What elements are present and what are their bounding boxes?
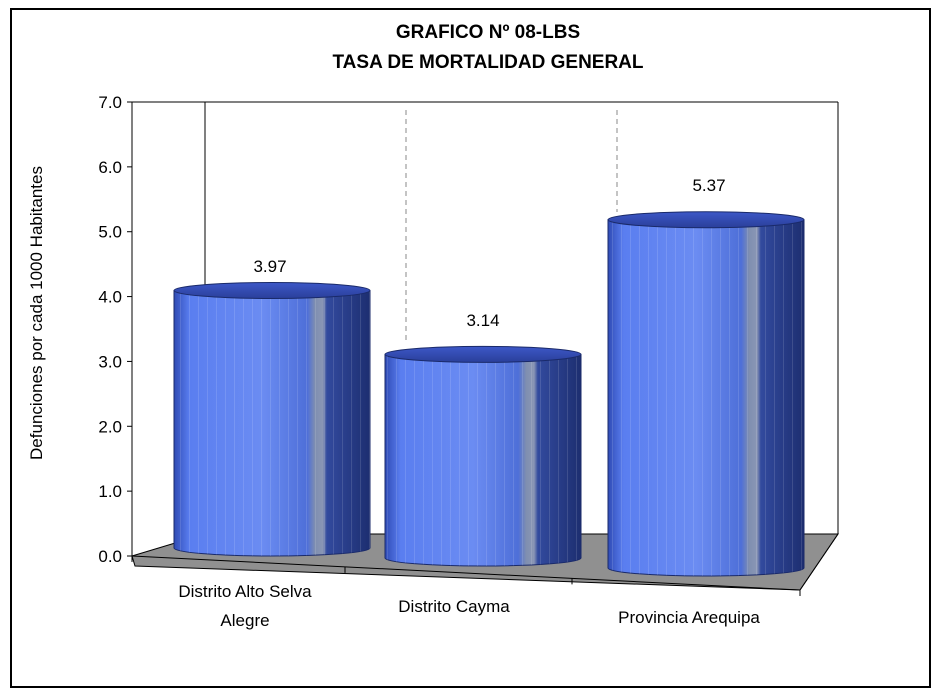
y-tick-label: 5.0 xyxy=(98,223,122,242)
bar-cylinder xyxy=(173,282,371,557)
x-category-label-line: Distrito Alto Selva xyxy=(178,582,312,601)
bar-top xyxy=(384,345,582,363)
x-category-label-line: Provincia Arequipa xyxy=(618,608,760,627)
x-category-label: Distrito Cayma xyxy=(398,597,510,616)
bar-top xyxy=(173,282,371,300)
y-tick-label: 6.0 xyxy=(98,158,122,177)
y-tick-label: 7.0 xyxy=(98,93,122,112)
x-category-label-line: Distrito Cayma xyxy=(398,597,510,616)
x-category-label: Provincia Arequipa xyxy=(618,608,760,627)
bar-cylinder xyxy=(607,211,805,577)
bar-top xyxy=(607,211,805,229)
x-axis-line xyxy=(131,555,801,591)
data-value-label: 3.97 xyxy=(253,257,286,276)
bar-cylinder xyxy=(384,345,582,567)
bar-body-texture xyxy=(385,354,581,566)
x-category-label-line: Alegre xyxy=(220,611,269,630)
data-value-label: 5.37 xyxy=(692,176,725,195)
data-value-label: 3.14 xyxy=(466,311,499,330)
chart: GRAFICO Nº 08-LBS TASA DE MORTALIDAD GEN… xyxy=(27,22,839,630)
bar-body-texture xyxy=(608,219,804,576)
y-tick-label: 2.0 xyxy=(98,417,122,436)
y-tick-label: 1.0 xyxy=(98,482,122,501)
x-category-label: Distrito Alto Selva Alegre xyxy=(178,582,312,630)
y-tick-label: 0.0 xyxy=(98,547,122,566)
y-tick-label: 4.0 xyxy=(98,288,122,307)
y-axis-label: Defunciones por cada 1000 Habitantes xyxy=(27,166,46,460)
bar-body-texture xyxy=(174,290,370,556)
chart-title-line2: TASA DE MORTALIDAD GENERAL xyxy=(332,52,643,73)
right-depth-edge xyxy=(799,533,839,591)
chart-title-line1: GRAFICO Nº 08-LBS xyxy=(396,22,580,43)
y-tick-label: 3.0 xyxy=(98,352,122,371)
